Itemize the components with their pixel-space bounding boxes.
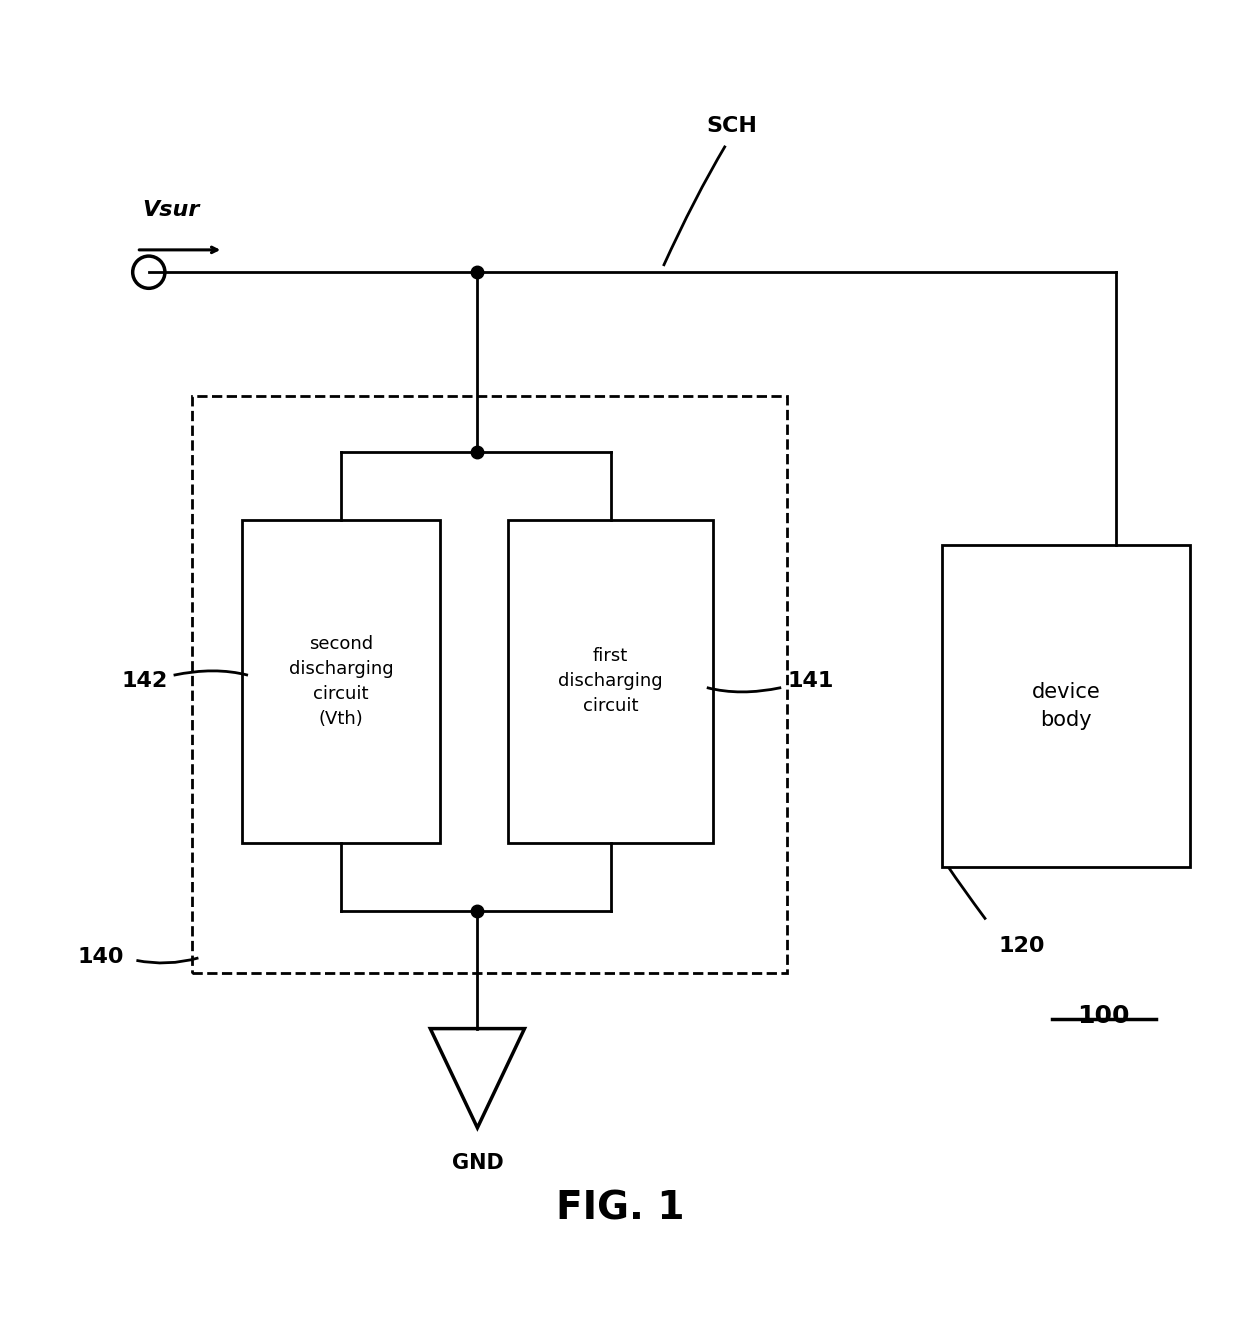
Text: GND: GND (451, 1152, 503, 1172)
Text: 142: 142 (122, 672, 167, 692)
FancyBboxPatch shape (508, 520, 713, 843)
Text: device
body: device body (1032, 682, 1101, 731)
FancyBboxPatch shape (942, 545, 1190, 867)
Text: 140: 140 (77, 946, 124, 966)
Text: 141: 141 (787, 672, 833, 692)
Text: first
discharging
circuit: first discharging circuit (558, 648, 663, 716)
Text: second
discharging
circuit
(Vth): second discharging circuit (Vth) (289, 636, 393, 728)
Text: 120: 120 (998, 935, 1044, 955)
FancyBboxPatch shape (242, 520, 440, 843)
Text: SCH: SCH (706, 116, 758, 135)
Text: 100: 100 (1078, 1004, 1130, 1028)
Text: Vsur: Vsur (143, 201, 200, 221)
Text: FIG. 1: FIG. 1 (556, 1189, 684, 1227)
